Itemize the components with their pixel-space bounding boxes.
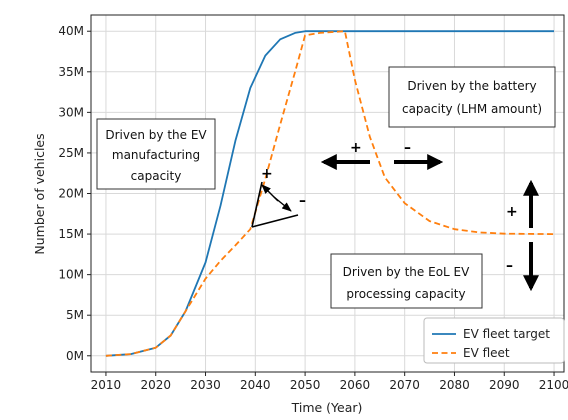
vertical-minus-label: –: [506, 258, 513, 274]
slope-arrows: + –: [251, 166, 306, 228]
x-tick-label: 2020: [140, 378, 171, 392]
x-tick-label: 2030: [190, 378, 221, 392]
x-tick-label: 2050: [290, 378, 321, 392]
annotation-manufacturing-line2: manufacturing: [112, 148, 200, 162]
annotation-battery-line2: capacity (LHM amount): [402, 102, 542, 116]
annotation-battery: Driven by the battery capacity (LHM amou…: [388, 66, 556, 128]
y-tick-label: 0M: [66, 349, 84, 363]
x-tick-label: 2040: [240, 378, 271, 392]
y-tick-label: 10M: [58, 268, 84, 282]
x-tick-label: 2080: [439, 378, 470, 392]
annotation-manufacturing: Driven by the EV manufacturing capacity: [96, 118, 216, 190]
x-tick-label: 2070: [389, 378, 420, 392]
slope-minus-label: –: [299, 193, 306, 209]
vertical-plus-label: +: [506, 204, 518, 220]
legend-label-target: EV fleet target: [463, 327, 550, 341]
slope-plus-label: +: [261, 166, 273, 182]
annotation-eol-box: [330, 253, 483, 309]
series-layer: [105, 30, 555, 357]
slope-line-plus: [251, 181, 263, 228]
annotation-manufacturing-box: [96, 118, 216, 190]
annotation-manufacturing-line1: Driven by the EV: [105, 128, 207, 142]
annotation-eol: Driven by the EoL EV processing capacity: [330, 253, 483, 309]
horizontal-arrows: + –: [320, 140, 444, 170]
x-tick-label: 2090: [489, 378, 520, 392]
y-tick-label: 5M: [66, 308, 84, 322]
series-line-ev-fleet: [105, 30, 555, 357]
y-tick-label: 35M: [58, 65, 84, 79]
legend-box: [423, 317, 565, 364]
y-axis-title: Number of vehicles: [32, 133, 47, 254]
x-tick-label: 2100: [539, 378, 568, 392]
y-tick-label: 15M: [58, 227, 84, 241]
tick-labels: 2010 2020 2030 2040 2050 2060 2070 2080 2090 2100…: [58, 24, 568, 392]
legend-label-fleet: EV fleet: [463, 346, 510, 360]
annotation-battery-box: [388, 66, 556, 128]
annotation-eol-line2: processing capacity: [346, 287, 465, 301]
y-tick-label: 20M: [58, 187, 84, 201]
vertical-arrows: + –: [506, 179, 539, 292]
annotation-battery-line1: Driven by the battery: [407, 79, 536, 93]
slope-arrow-down-icon: [273, 196, 292, 212]
annotation-manufacturing-line3: capacity: [131, 169, 182, 183]
y-tick-label: 25M: [58, 146, 84, 160]
horizontal-minus-label: –: [404, 140, 411, 156]
x-tick-label: 2060: [340, 378, 371, 392]
legend: EV fleet target EV fleet: [423, 317, 565, 364]
y-tick-label: 30M: [58, 105, 84, 119]
y-tick-label: 40M: [58, 24, 84, 38]
annotation-eol-line1: Driven by the EoL EV: [343, 265, 470, 279]
x-tick-label: 2010: [91, 378, 122, 392]
horizontal-plus-label: +: [350, 140, 362, 156]
slope-line-minus: [251, 214, 299, 228]
x-axis-title: Time (Year): [291, 400, 363, 415]
